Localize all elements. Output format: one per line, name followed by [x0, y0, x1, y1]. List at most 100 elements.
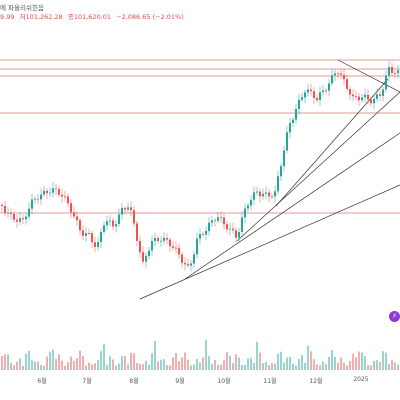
- volume-bar: [139, 363, 141, 370]
- volume-bar: [49, 351, 51, 370]
- candle-body: [373, 98, 375, 104]
- trend-lines: [139, 59, 400, 300]
- volume-bar: [100, 351, 102, 370]
- volume-bar: [7, 354, 9, 370]
- volume-bar: [358, 351, 360, 370]
- volume-bar: [241, 365, 243, 370]
- volume-bar: [217, 365, 219, 370]
- volume-bar: [205, 340, 207, 370]
- candle-body: [109, 220, 111, 222]
- candle-body: [178, 247, 180, 255]
- volume-bar: [154, 340, 156, 370]
- candle-body: [334, 73, 336, 76]
- candle-body: [307, 89, 309, 93]
- candle-body: [388, 67, 390, 76]
- candle-body: [91, 233, 93, 243]
- volume-bar: [64, 365, 66, 370]
- volume-bar: [16, 361, 18, 370]
- month-label-11: 11월: [263, 378, 277, 385]
- volume-bar: [274, 363, 276, 370]
- volume-bar: [247, 358, 249, 370]
- candle-body: [394, 73, 396, 74]
- volume-bar: [115, 365, 117, 370]
- candle-body: [31, 199, 33, 209]
- volume-bar: [373, 360, 375, 370]
- candle-body: [37, 198, 39, 200]
- candle-body: [118, 214, 120, 225]
- candle-body: [52, 188, 54, 193]
- candle-body: [367, 94, 369, 100]
- volume-bar: [109, 356, 111, 370]
- candle-body: [181, 254, 183, 263]
- candle-body: [103, 225, 105, 232]
- candle-body: [145, 255, 147, 262]
- horizontal-lines: [0, 59, 400, 214]
- candle-body: [202, 233, 204, 235]
- candle-body: [328, 83, 330, 91]
- trend-line: [236, 91, 400, 242]
- candle-body: [253, 192, 255, 200]
- volume-bar: [148, 364, 150, 370]
- candle-body: [376, 94, 378, 99]
- volume-bar: [187, 359, 189, 370]
- candle-body: [364, 94, 366, 98]
- candle-body: [310, 89, 312, 92]
- candle-body: [223, 217, 225, 225]
- volume-bar: [55, 358, 57, 370]
- candle-body: [352, 94, 354, 97]
- candle-body: [112, 220, 114, 227]
- legend-value-open: 9.99: [0, 12, 15, 21]
- volume-bar: [184, 352, 186, 370]
- candle-body: [19, 218, 21, 222]
- candle-body: [88, 233, 90, 234]
- volume-bar: [37, 361, 39, 370]
- volume-bar: [4, 354, 6, 370]
- volume-bar: [337, 362, 339, 370]
- volume-bar: [310, 351, 312, 370]
- volume-bar: [388, 364, 390, 370]
- candle-body: [175, 247, 177, 249]
- volume-bar: [118, 363, 120, 370]
- candle-body: [106, 221, 108, 226]
- volume-bar: [121, 356, 123, 370]
- candle-body: [49, 192, 51, 194]
- month-label-6: 6월: [37, 378, 47, 385]
- volume-bar: [190, 365, 192, 370]
- candle-body: [316, 98, 318, 101]
- volume-bar: [355, 357, 357, 370]
- candle-body: [211, 220, 213, 223]
- volume-bar: [46, 356, 48, 370]
- volume-bar: [223, 360, 225, 370]
- candle-body: [55, 188, 57, 190]
- candle-body: [379, 94, 381, 96]
- candle-body: [184, 262, 186, 265]
- volume-bar: [181, 357, 183, 370]
- volume-bar: [160, 359, 162, 370]
- volume-bar: [97, 359, 99, 370]
- candle-body: [73, 212, 75, 217]
- volume-bar: [322, 361, 324, 370]
- candle-body: [46, 190, 48, 194]
- candle-body: [346, 79, 348, 90]
- lightning-icon[interactable]: ⚡: [389, 311, 400, 322]
- volume-bar: [265, 361, 267, 370]
- legend-value-close: 종101,620.01: [67, 12, 112, 21]
- volume-bar: [253, 362, 255, 370]
- volume-bar: [238, 357, 240, 370]
- volume-bar: [145, 360, 147, 370]
- volume-bar: [379, 361, 381, 370]
- candle-body: [43, 190, 45, 195]
- candle-body: [304, 92, 306, 98]
- candle-body: [160, 240, 162, 242]
- volume-bar: [232, 363, 234, 370]
- candle-body: [130, 207, 132, 211]
- volume-bar: [178, 361, 180, 370]
- candle-body: [133, 210, 135, 224]
- volume-bar: [262, 363, 264, 370]
- candle-body: [154, 238, 156, 242]
- volume-bar: [172, 357, 174, 370]
- volume-bar: [277, 353, 279, 370]
- trend-line: [184, 132, 400, 280]
- candle-body: [232, 228, 234, 231]
